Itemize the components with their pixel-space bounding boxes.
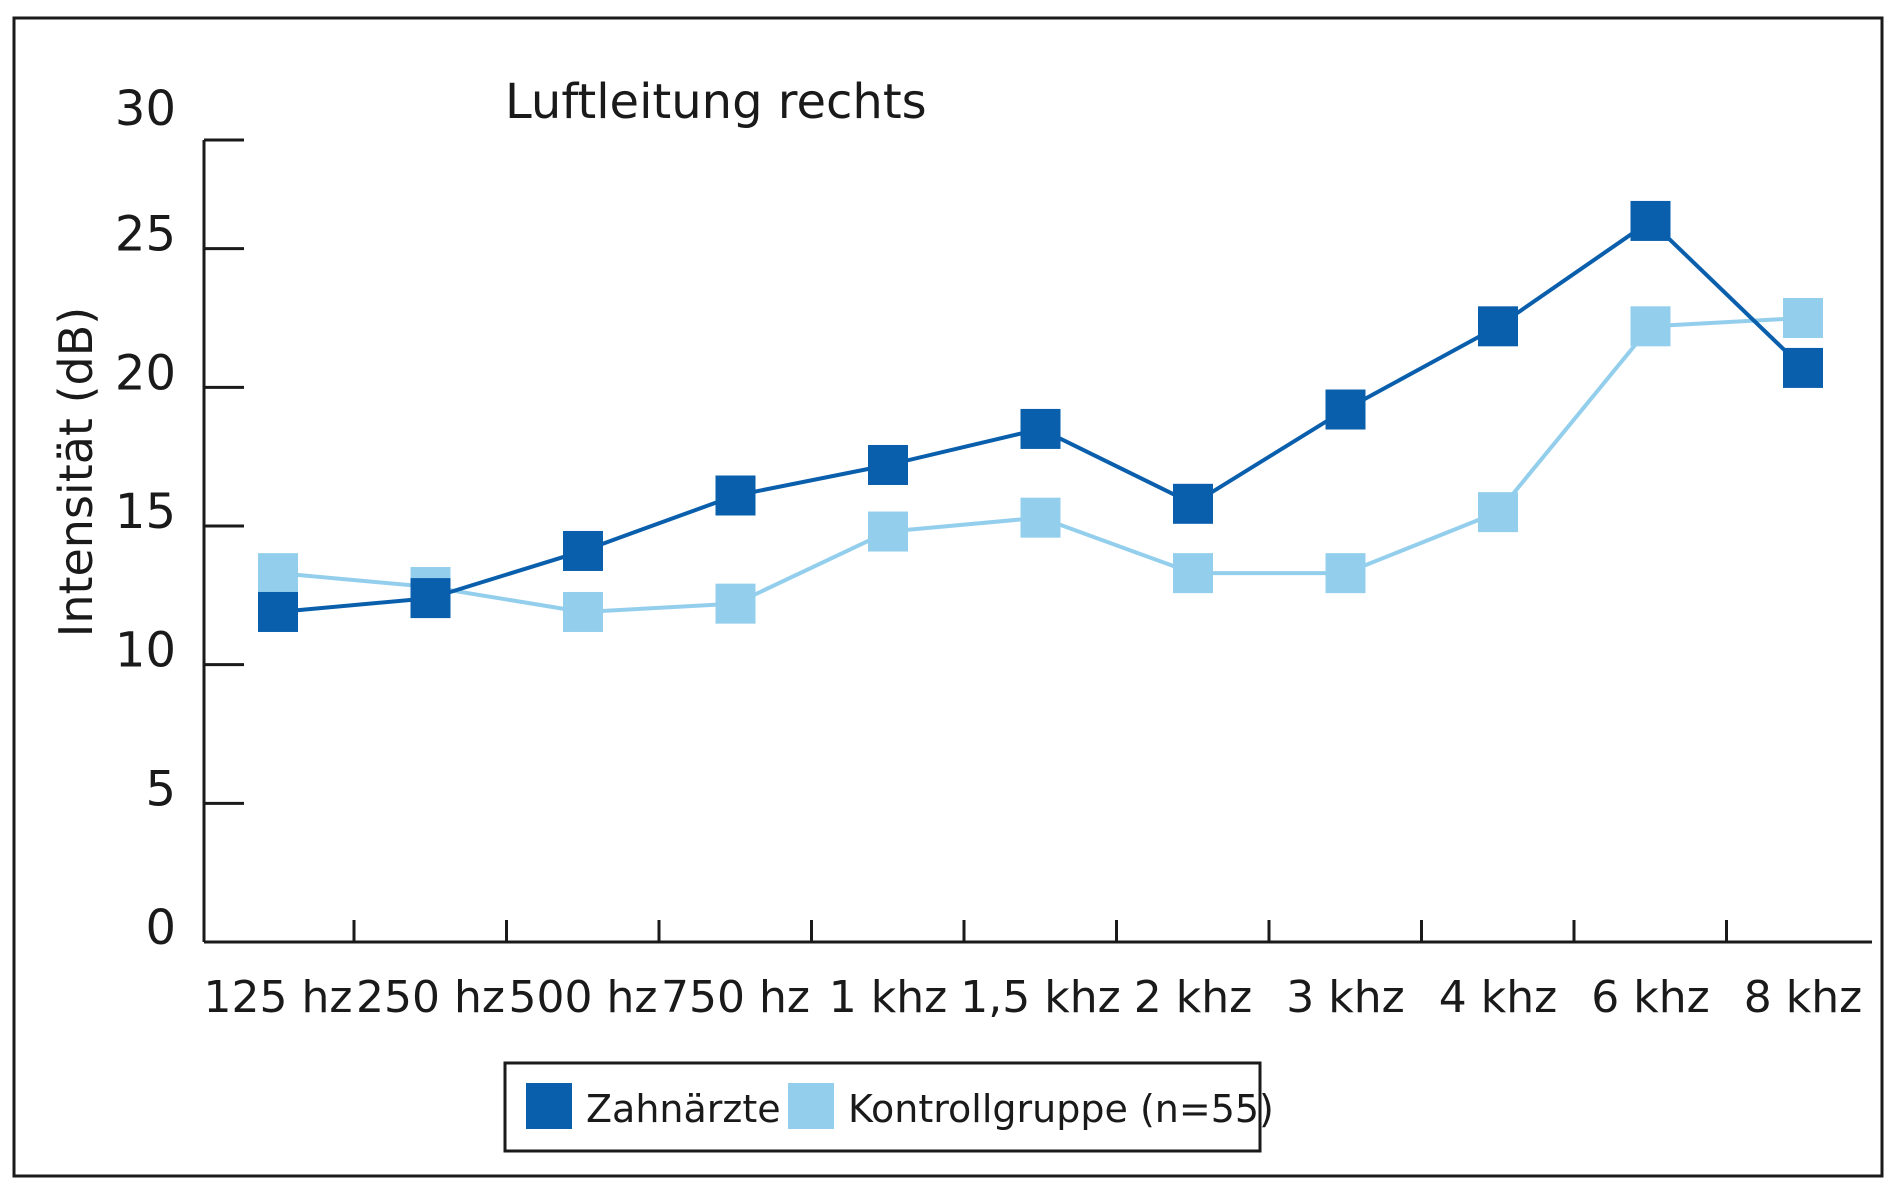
point-kontrollgruppe-7 — [1325, 553, 1366, 594]
y-tick-label: 20 — [115, 345, 176, 401]
x-tick-label: 125 hz — [204, 972, 353, 1023]
point-zahnaerzte-2 — [563, 530, 603, 571]
chart-title: Luftleitung rechts — [505, 74, 927, 130]
y-tick-label: 25 — [115, 207, 176, 263]
x-tick-label: 6 khz — [1591, 972, 1709, 1023]
y-tick-label: 5 — [145, 761, 176, 817]
point-zahnaerzte-10 — [1783, 347, 1823, 388]
point-zahnaerzte-3 — [715, 475, 756, 516]
point-zahnaerzte-5 — [1020, 408, 1061, 449]
point-kontrollgruppe-8 — [1478, 492, 1518, 533]
point-zahnaerzte-7 — [1325, 389, 1366, 430]
point-zahnaerzte-9 — [1630, 200, 1671, 241]
point-kontrollgruppe-5 — [1020, 497, 1061, 538]
point-kontrollgruppe-6 — [1173, 553, 1213, 594]
legend-swatch-zahnaerzte — [526, 1083, 572, 1129]
point-zahnaerzte-1 — [410, 578, 451, 619]
legend-box — [503, 1061, 1262, 1153]
x-tick-label: 1 khz — [829, 972, 947, 1023]
x-tick-label: 250 hz — [356, 972, 505, 1023]
point-kontrollgruppe-9 — [1630, 306, 1671, 347]
point-zahnaerzte-4 — [868, 444, 908, 485]
y-tick-label: 30 — [115, 81, 176, 137]
legend-label-kontrollgruppe: Kontrollgruppe (n=55) — [848, 1087, 1274, 1131]
legend-label-zahnaerzte: Zahnärzte — [586, 1087, 781, 1131]
y-tick-label: 10 — [115, 623, 176, 679]
point-kontrollgruppe-0 — [258, 553, 298, 594]
point-zahnaerzte-6 — [1173, 483, 1213, 524]
y-tick-label: 15 — [115, 484, 176, 540]
legend: Zahnärzte Kontrollgruppe (n=55) — [503, 1061, 1274, 1153]
point-zahnaerzte-0 — [258, 591, 298, 632]
legend-swatch-kontrollgruppe — [788, 1083, 834, 1129]
x-tick-label: 8 khz — [1744, 972, 1862, 1023]
x-axis-ticks: 125 hz 250 hz 500 hz 750 hz 1 khz 1,5 khz 2 kh… — [204, 920, 1862, 1023]
point-kontrollgruppe-3 — [715, 583, 756, 624]
x-tick-label: 1,5 khz — [960, 972, 1120, 1023]
series-layer — [258, 200, 1823, 632]
y-axis-label: Intensität (dB) — [49, 307, 103, 638]
x-tick-label: 2 khz — [1134, 972, 1252, 1023]
y-axis-ticks: 0 5 10 15 20 25 30 — [115, 81, 244, 956]
point-kontrollgruppe-2 — [563, 591, 603, 632]
x-tick-label: 750 hz — [661, 972, 810, 1023]
x-tick-label: 4 khz — [1439, 972, 1557, 1023]
x-tick-label: 3 khz — [1286, 972, 1404, 1023]
point-zahnaerzte-8 — [1478, 306, 1518, 347]
chart-border — [12, 16, 1884, 1178]
point-kontrollgruppe-10 — [1783, 298, 1823, 338]
x-tick-label: 500 hz — [509, 972, 658, 1023]
y-tick-label: 0 — [145, 900, 176, 956]
point-kontrollgruppe-4 — [868, 511, 908, 552]
